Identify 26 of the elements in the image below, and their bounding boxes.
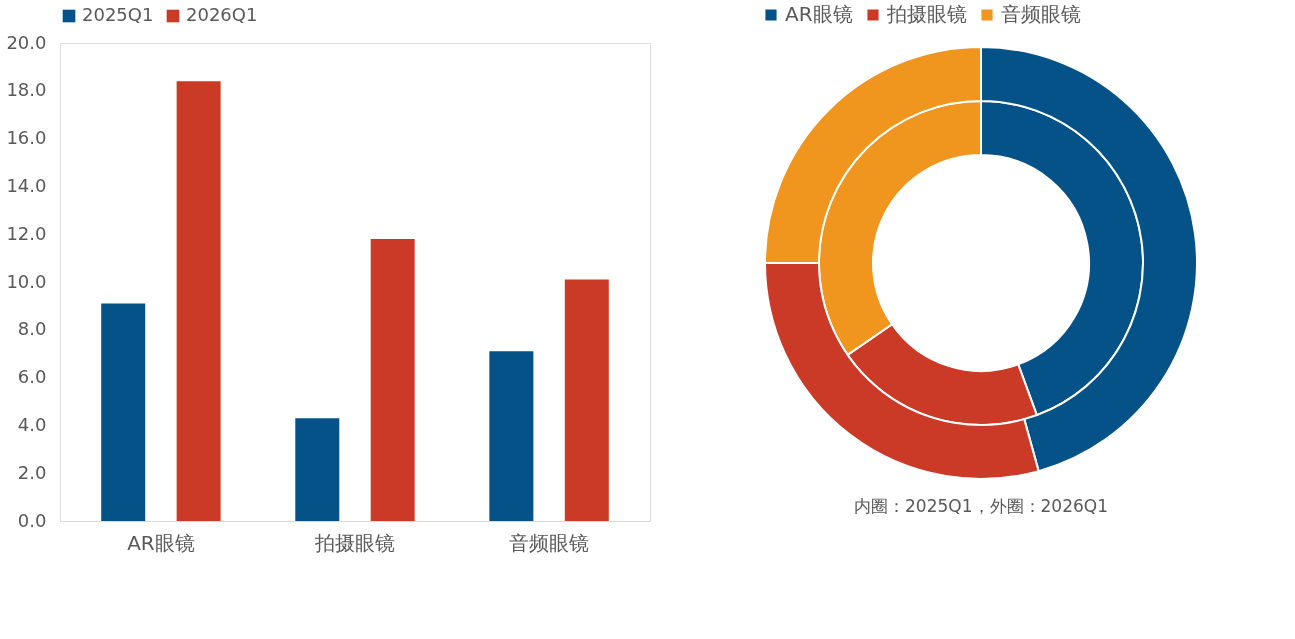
y-tick-label: 20.0 xyxy=(6,31,47,53)
legend-label: 2025Q1 xyxy=(82,4,154,25)
bar xyxy=(295,418,340,521)
x-tick-label: AR眼镜 xyxy=(127,530,195,555)
legend-label: 2026Q1 xyxy=(186,4,258,25)
bar xyxy=(176,81,221,521)
x-tick-label: 拍摄眼镜 xyxy=(314,530,395,555)
bar xyxy=(101,303,146,521)
bar xyxy=(564,279,609,521)
x-tick-label: 音频眼镜 xyxy=(509,530,590,555)
y-tick-label: 10.0 xyxy=(6,270,47,292)
y-tick-label: 18.0 xyxy=(6,79,47,101)
legend-label: 拍摄眼镜 xyxy=(886,2,967,26)
bar xyxy=(370,238,415,521)
y-tick-label: 4.0 xyxy=(17,413,47,435)
y-tick-label: 12.0 xyxy=(6,222,47,244)
y-tick-label: 2.0 xyxy=(17,461,47,483)
bar xyxy=(489,351,534,521)
y-tick-label: 8.0 xyxy=(17,318,47,340)
y-tick-label: 0.0 xyxy=(17,509,47,531)
y-tick-label: 6.0 xyxy=(17,366,47,388)
y-tick-label: 14.0 xyxy=(6,174,47,196)
legend-label: AR眼镜 xyxy=(785,2,853,26)
text: 内圈：2025Q1，外圈：2026Q1 xyxy=(854,496,1108,516)
legend-label: 音频眼镜 xyxy=(1001,2,1081,26)
y-tick-label: 16.0 xyxy=(6,127,47,149)
